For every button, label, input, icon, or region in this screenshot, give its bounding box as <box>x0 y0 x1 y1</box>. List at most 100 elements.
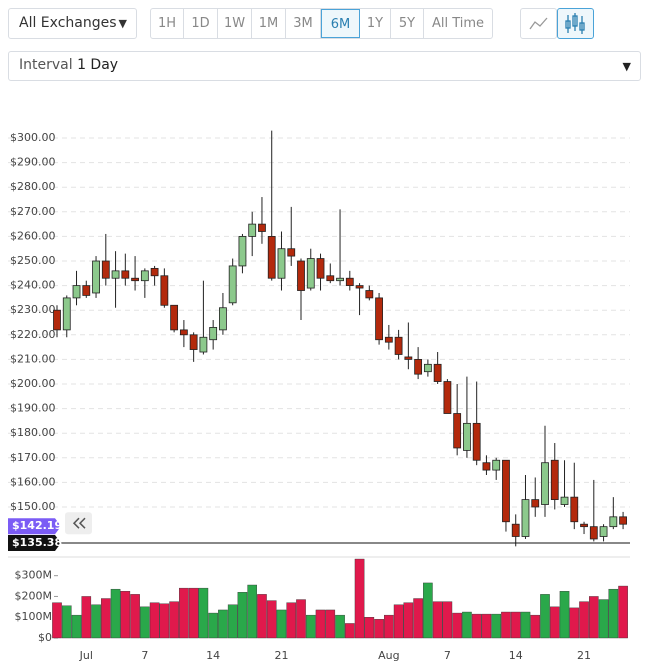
volume-bar <box>179 587 189 639</box>
volume-bar <box>413 598 423 639</box>
volume-bar <box>354 558 365 639</box>
volume-bar <box>296 599 306 639</box>
y-tick-label: $200.00 <box>10 377 56 390</box>
y-tick-label: $300.00 <box>10 131 56 144</box>
scroll-button[interactable] <box>65 512 92 535</box>
candle-body <box>62 297 71 331</box>
y-tick-label: $290.00 <box>10 156 56 169</box>
x-tick-label: 14 <box>206 649 220 662</box>
volume-bar <box>325 609 336 639</box>
line-icon <box>529 17 548 30</box>
candle-body <box>453 413 462 449</box>
candle-body <box>111 270 120 279</box>
range-group: 1H 1D 1W 1M 3M 6M 1Y 5Y All Time <box>150 8 493 39</box>
volume-bar <box>208 612 218 639</box>
volume-bar <box>530 614 541 639</box>
candle-body <box>502 459 510 523</box>
candle-body <box>355 285 364 289</box>
candle-body <box>580 523 588 528</box>
candle-body <box>521 499 530 537</box>
interval-select[interactable]: Interval 1 Day ▼ <box>8 51 641 81</box>
volume-bar <box>276 609 287 639</box>
candle-body <box>238 236 247 267</box>
y-tick-label: $260.00 <box>10 229 56 242</box>
candle-body <box>482 462 491 471</box>
candle-body <box>228 265 237 304</box>
volume-bar <box>608 588 619 639</box>
y-tick-label: $170.00 <box>10 451 56 464</box>
candle-body <box>179 329 188 336</box>
candle-body <box>140 270 149 282</box>
range-button[interactable]: 6M <box>321 9 360 38</box>
volume-bar <box>286 602 297 639</box>
y-tick-label: $220.00 <box>10 328 56 341</box>
line-chart-button[interactable] <box>520 8 557 39</box>
volume-bar <box>452 612 462 639</box>
volume-bar <box>91 604 101 639</box>
candle-body <box>463 422 471 451</box>
volume-bar <box>598 599 609 639</box>
interval-label: Interval <box>19 57 73 73</box>
volume-bar <box>462 611 472 639</box>
volume-bar <box>549 606 560 639</box>
volume-bar <box>403 602 414 639</box>
y-tick-label: $210.00 <box>10 352 56 365</box>
candle-chart-button[interactable] <box>557 8 594 39</box>
range-button[interactable]: 1Y <box>360 9 391 38</box>
volume-bar <box>140 606 150 639</box>
volume-bar <box>540 594 550 639</box>
current-price-label: $142.19 <box>12 519 62 532</box>
candle-body <box>248 223 257 237</box>
y-tick-label: $180.00 <box>10 426 56 439</box>
range-button[interactable]: 1D <box>184 9 218 38</box>
candle-body <box>199 336 208 353</box>
volume-bar <box>618 585 628 639</box>
candle-body <box>589 526 598 540</box>
volume-bar <box>510 611 521 639</box>
candle-body <box>472 422 481 461</box>
candle-body <box>121 270 130 279</box>
volume-bar <box>481 613 492 639</box>
y-tick-label: $190.00 <box>10 402 56 415</box>
candle-body <box>267 236 276 279</box>
volume-bar <box>247 584 258 639</box>
caret: ▼ <box>622 60 631 73</box>
range-button[interactable]: 5Y <box>391 9 424 38</box>
volume-bar <box>188 587 199 639</box>
range-button[interactable]: All Time <box>431 16 485 31</box>
candle-body <box>511 523 520 537</box>
volume-tick-label: $200M <box>15 589 53 602</box>
volume-bar <box>559 591 570 639</box>
volume-bar <box>266 600 277 639</box>
volume-bar <box>257 594 267 639</box>
candle-body <box>53 309 61 331</box>
range-button[interactable]: 3M <box>286 9 321 38</box>
candle-body <box>306 258 315 289</box>
candle-body <box>189 334 198 350</box>
y-tick-label: $150.00 <box>10 500 56 513</box>
reference-label: $135.38 <box>12 536 62 549</box>
range-button[interactable]: 1W <box>218 9 252 38</box>
candle-body <box>394 336 403 355</box>
volume-bar <box>432 601 443 639</box>
volume-tick-label: $300M <box>15 569 53 582</box>
volume-bar <box>120 591 131 639</box>
reference-tag <box>8 534 61 551</box>
range-button[interactable]: 1H <box>151 9 184 38</box>
x-tick-label: 21 <box>577 649 591 662</box>
candle-body <box>209 327 218 341</box>
volume-bar <box>374 619 384 639</box>
x-tick-label: 14 <box>509 649 523 662</box>
volume-bar <box>169 601 179 639</box>
range-button[interactable]: 1M <box>252 9 286 38</box>
volume-bar <box>569 607 580 639</box>
candle-body <box>550 459 559 501</box>
candle-body <box>619 516 627 525</box>
volume-bar <box>218 609 228 639</box>
volume-bar <box>305 614 316 639</box>
candle-body <box>492 459 501 471</box>
exchange-select[interactable]: All Exchanges ▼ <box>8 8 137 39</box>
volume-bar <box>198 587 209 639</box>
candle-body <box>414 358 423 375</box>
candle-body <box>570 496 579 523</box>
